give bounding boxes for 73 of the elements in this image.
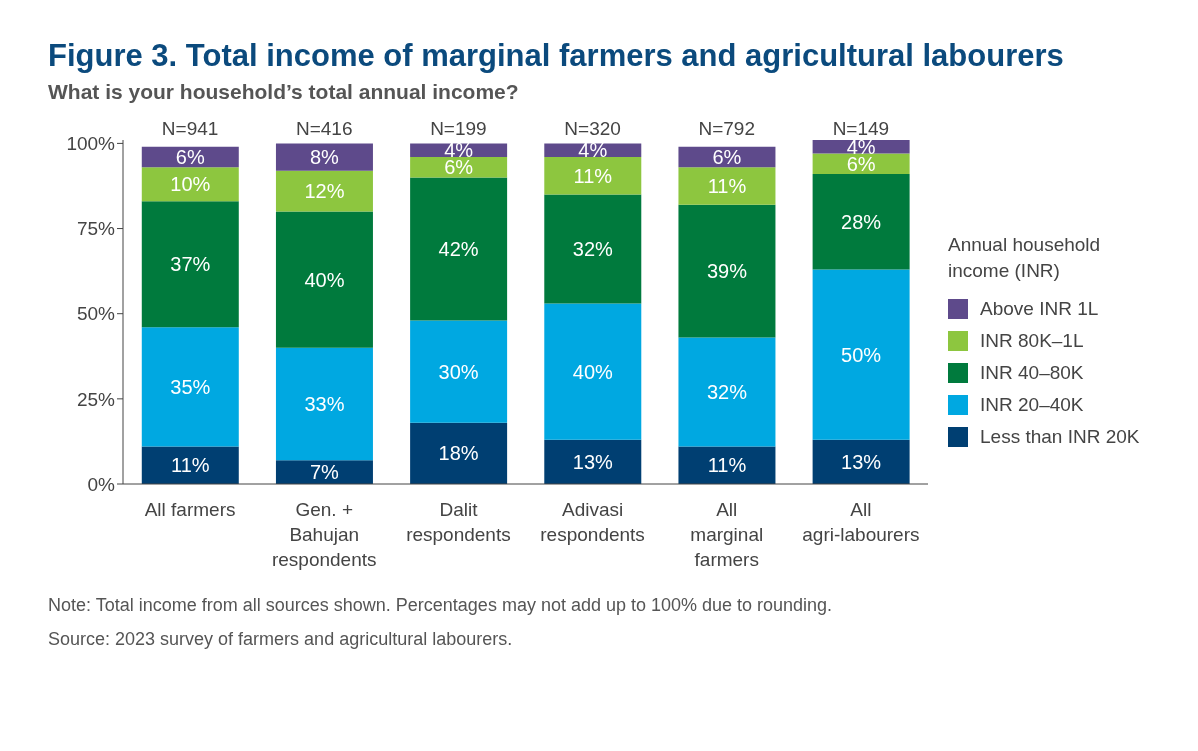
bar — [812, 174, 910, 270]
data-label: 30% — [438, 360, 479, 383]
bar — [410, 177, 508, 321]
data-label: 6% — [712, 146, 742, 169]
data-label: 33% — [304, 393, 345, 416]
data-label: 11% — [573, 164, 613, 187]
y-tick-label: 75% — [76, 218, 116, 240]
data-label: 4% — [578, 139, 608, 162]
data-label: 13% — [572, 450, 614, 473]
bar — [141, 327, 239, 447]
bar — [544, 303, 642, 440]
annotation: N=320 — [564, 118, 621, 140]
bar — [678, 167, 776, 205]
bar — [410, 422, 508, 484]
bar — [410, 320, 508, 423]
legend-label: INR 80K–1L — [980, 329, 1084, 353]
data-label: 37% — [170, 253, 211, 276]
bar — [544, 194, 642, 304]
bar — [678, 337, 776, 447]
bar — [275, 347, 373, 461]
annotation: N=199 — [430, 118, 487, 140]
annotation: N=416 — [295, 118, 353, 140]
data-label: 32% — [572, 238, 614, 261]
data-label: 11% — [171, 454, 210, 477]
data-label: 13% — [841, 450, 882, 473]
x-tick-label: All marginal farmers — [690, 499, 764, 570]
bar — [812, 439, 910, 484]
text: Note: Total income from all sources shown. Percentages may not add up to 100% due to rounding. — [48, 594, 834, 617]
legend-label: INR 20–40K — [980, 393, 1084, 417]
data-label: 18% — [438, 442, 479, 465]
source-note: Source: 2023 survey of farmers and agricultural labourers. — [48, 628, 514, 651]
data-label: 50% — [841, 343, 882, 366]
bar — [544, 439, 642, 484]
data-label: 8% — [310, 146, 340, 169]
data-label: 35% — [170, 376, 211, 399]
x-tick-label: Gen. + Bahujan respondents — [271, 499, 377, 570]
annotation: N=792 — [698, 118, 756, 140]
data-label: 40% — [572, 360, 614, 383]
legend-title: Annual household income (INR) — [948, 233, 1102, 283]
bar — [141, 167, 239, 202]
data-label: 28% — [841, 210, 882, 233]
data-label: 11% — [707, 454, 747, 477]
data-label: 10% — [170, 173, 211, 196]
data-label: 12% — [304, 180, 345, 203]
legend-label: Above INR 1L — [980, 297, 1099, 321]
annotation: N=941 — [161, 118, 219, 140]
data-label: 6% — [444, 156, 474, 179]
y-tick-label: 25% — [76, 388, 116, 410]
bar — [544, 157, 642, 195]
x-tick-label: Dalit respondents — [406, 499, 511, 545]
legend-label: Less than INR 20K — [980, 425, 1140, 449]
data-label: 6% — [175, 146, 205, 169]
legend-label: INR 40–80K — [980, 361, 1084, 385]
y-tick-label: 100% — [66, 133, 116, 155]
data-label: 39% — [706, 260, 748, 283]
x-tick-label: Adivasi respondents — [540, 499, 645, 545]
x-tick-label: All agri-labourers — [802, 499, 920, 545]
y-tick-label: 0% — [87, 473, 116, 495]
chart-title: Figure 3. Total income of marginal farmers and agricultural labourers — [48, 38, 1065, 74]
bar — [678, 204, 776, 338]
bar — [275, 170, 373, 212]
bar — [141, 201, 239, 328]
bar — [275, 143, 373, 171]
data-label: 40% — [304, 268, 345, 291]
chart-subtitle: What is your household’s total annual income? — [48, 80, 520, 104]
x-tick-label: All farmers — [144, 499, 236, 520]
bar — [275, 211, 373, 348]
bar — [812, 269, 910, 440]
data-label: 11% — [707, 175, 747, 198]
data-label: 42% — [438, 238, 479, 261]
y-tick-label: 50% — [76, 303, 116, 325]
data-label: 32% — [706, 381, 748, 404]
data-label: 7% — [310, 461, 340, 484]
